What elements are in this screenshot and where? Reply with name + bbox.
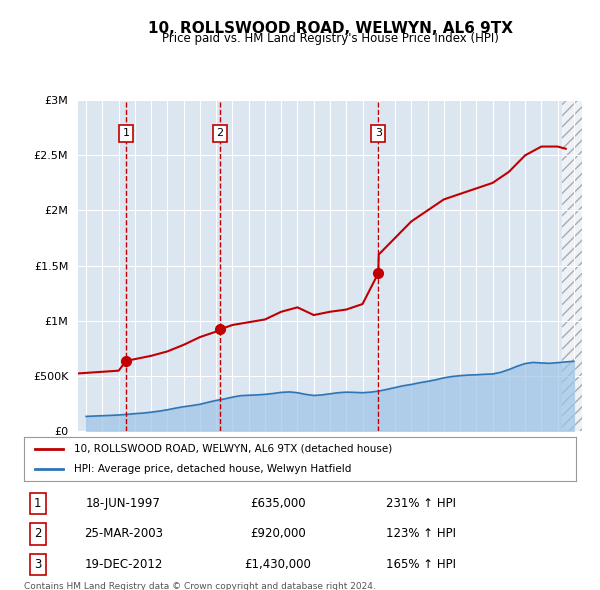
Text: 123% ↑ HPI: 123% ↑ HPI	[386, 527, 457, 540]
Text: 165% ↑ HPI: 165% ↑ HPI	[386, 558, 457, 571]
Text: 3: 3	[34, 558, 41, 571]
Text: 18-JUN-1997: 18-JUN-1997	[86, 497, 161, 510]
Text: £920,000: £920,000	[250, 527, 306, 540]
Text: £1,430,000: £1,430,000	[244, 558, 311, 571]
Text: 19-DEC-2012: 19-DEC-2012	[84, 558, 163, 571]
Text: 10, ROLLSWOOD ROAD, WELWYN, AL6 9TX (detached house): 10, ROLLSWOOD ROAD, WELWYN, AL6 9TX (det…	[74, 444, 392, 454]
Text: 2: 2	[34, 527, 41, 540]
Text: HPI: Average price, detached house, Welwyn Hatfield: HPI: Average price, detached house, Welw…	[74, 464, 351, 474]
Text: 3: 3	[375, 129, 382, 138]
Text: 1: 1	[34, 497, 41, 510]
Bar	[562, 100, 582, 431]
Text: 1: 1	[123, 129, 130, 138]
Text: 2: 2	[217, 129, 223, 138]
Text: 10, ROLLSWOOD ROAD, WELWYN, AL6 9TX: 10, ROLLSWOOD ROAD, WELWYN, AL6 9TX	[148, 21, 512, 35]
Text: 231% ↑ HPI: 231% ↑ HPI	[386, 497, 457, 510]
Text: Contains HM Land Registry data © Crown copyright and database right 2024.: Contains HM Land Registry data © Crown c…	[24, 582, 376, 590]
Text: Price paid vs. HM Land Registry's House Price Index (HPI): Price paid vs. HM Land Registry's House …	[161, 32, 499, 45]
Text: £635,000: £635,000	[250, 497, 306, 510]
Bar	[562, 100, 582, 431]
Text: 25-MAR-2003: 25-MAR-2003	[84, 527, 163, 540]
